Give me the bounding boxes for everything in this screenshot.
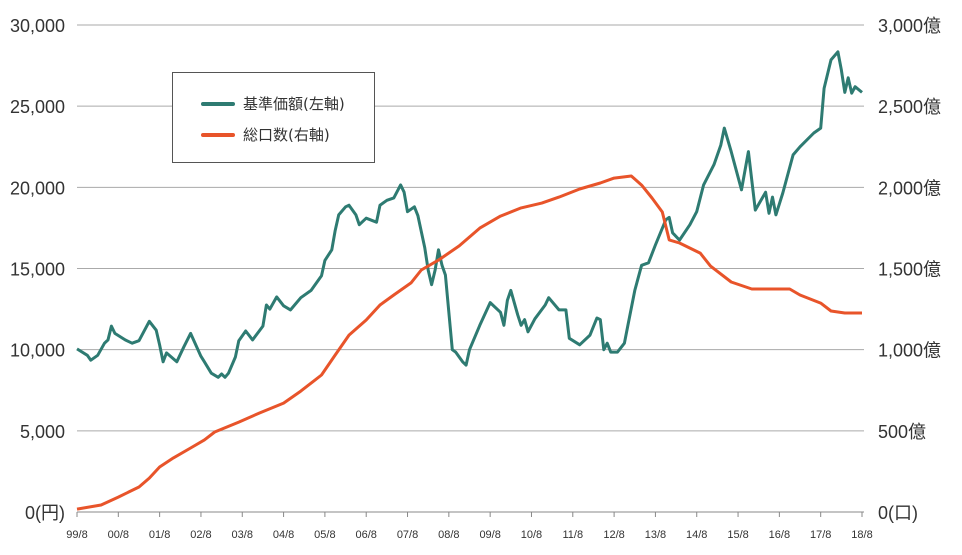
legend-swatch-units — [201, 132, 235, 137]
y-right-tick-label: 1,000億 — [878, 341, 941, 361]
y-left-tick-label: 10,000 — [10, 341, 65, 361]
x-tick-label: 99/8 — [66, 529, 87, 541]
y-left-tick-label: 25,000 — [10, 97, 65, 117]
y-right-tick-label: 0(口) — [878, 503, 918, 523]
x-tick-label: 11/8 — [562, 529, 583, 541]
x-tick-label: 09/8 — [479, 529, 500, 541]
y-right-tick-label: 2,500億 — [878, 97, 941, 117]
x-tick-label: 05/8 — [314, 529, 335, 541]
x-tick-label: 03/8 — [232, 529, 253, 541]
legend-label-nav: 基準価額(左軸) — [243, 95, 345, 113]
x-tick-label: 07/8 — [397, 529, 418, 541]
x-tick-label: 04/8 — [273, 529, 294, 541]
y-left-tick-label: 20,000 — [10, 178, 65, 198]
y-left-tick-label: 30,000 — [10, 16, 65, 36]
x-tick-label: 17/8 — [810, 529, 831, 541]
legend-item-units: 総口数(右軸) — [201, 124, 330, 145]
y-right-tick-label: 500億 — [878, 422, 926, 442]
x-tick-label: 08/8 — [438, 529, 459, 541]
legend-item-nav: 基準価額(左軸) — [201, 93, 345, 114]
y-right-tick-label: 2,000億 — [878, 178, 941, 198]
x-tick-label: 12/8 — [603, 529, 624, 541]
x-tick-label: 13/8 — [645, 529, 666, 541]
x-tick-label: 01/8 — [149, 529, 170, 541]
x-tick-label: 06/8 — [355, 529, 376, 541]
x-tick-label: 14/8 — [686, 529, 707, 541]
units-series-line — [76, 174, 862, 511]
y-left-tick-label: 0(円) — [25, 503, 65, 523]
x-tick-label: 00/8 — [108, 529, 129, 541]
x-tick-label: 02/8 — [190, 529, 211, 541]
nav-series-line — [76, 50, 863, 379]
x-tick-label: 10/8 — [521, 529, 542, 541]
y-right-tick-label: 3,000億 — [878, 16, 941, 36]
legend: 基準価額(左軸) 総口数(右軸) — [172, 72, 375, 163]
x-tick-label: 16/8 — [769, 529, 790, 541]
y-left-tick-label: 15,000 — [10, 260, 65, 280]
x-tick-label: 18/8 — [851, 529, 872, 541]
y-left-tick-label: 5,000 — [20, 422, 65, 442]
legend-label-units: 総口数(右軸) — [243, 126, 330, 144]
legend-swatch-nav — [201, 101, 235, 106]
y-right-tick-label: 1,500億 — [878, 260, 941, 280]
x-tick-label: 15/8 — [727, 529, 748, 541]
